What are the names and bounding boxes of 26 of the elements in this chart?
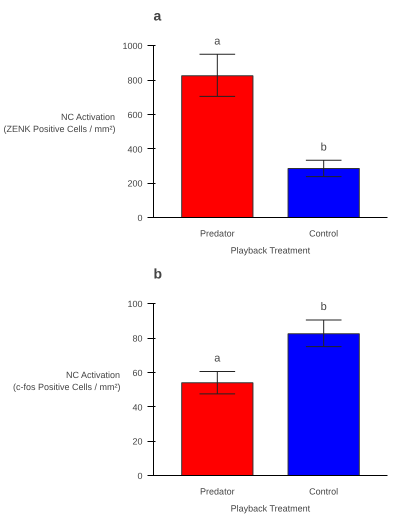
y-tick-label: 1000 <box>122 41 143 52</box>
y-tick-label: 0 <box>137 213 143 223</box>
x-tick-label: Predator <box>200 228 235 238</box>
x-tick-label: Control <box>309 228 338 238</box>
y-tick-label: 100 <box>127 299 143 310</box>
y-tick-label: 0 <box>137 471 143 481</box>
y-axis-title: NC Activation (ZENK Positive Cells / mm²) <box>3 112 116 134</box>
chart-title: b <box>154 266 162 282</box>
annotation: a <box>214 35 222 48</box>
y-tick-label: 40 <box>132 402 143 412</box>
y-tick-label: 600 <box>127 110 143 120</box>
x-axis-title: Playback Treatment <box>230 504 311 514</box>
y-tick-label: 60 <box>132 368 143 378</box>
y-tick-label: 80 <box>132 334 143 344</box>
x-tick-label: Control <box>309 486 338 496</box>
y-tick-label: 400 <box>127 144 143 154</box>
annotation: b <box>320 301 327 314</box>
y-tick-label: 800 <box>127 76 143 86</box>
y-tick-label: 200 <box>127 178 143 189</box>
x-tick-label: Predator <box>200 486 235 496</box>
chart-title: a <box>154 8 162 24</box>
x-axis-title: Playback Treatment <box>230 246 311 256</box>
y-axis-title: NC Activation (c-fos Positive Cells / mm²) <box>12 370 120 392</box>
annotation: a <box>214 352 222 365</box>
annotation: b <box>320 141 327 154</box>
y-tick-label: 20 <box>132 436 143 447</box>
